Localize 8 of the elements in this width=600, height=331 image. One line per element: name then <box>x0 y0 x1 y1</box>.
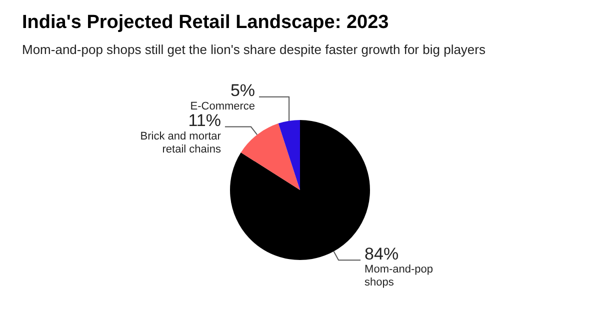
data-label: 11% <box>188 110 221 130</box>
chart-subtitle: Mom-and-pop shops still get the lion's share despite faster growth for big players <box>22 42 486 57</box>
slice-label: Brick and mortar retail chains <box>140 130 222 156</box>
data-label: 5% <box>230 81 256 100</box>
slice-label: E-Commerce <box>190 100 256 112</box>
data-label: 84% <box>364 244 399 264</box>
chart-title: India's Projected Retail Landscape: 2023 <box>22 12 389 34</box>
slice-label: Mom-and-pop shops <box>364 264 434 289</box>
